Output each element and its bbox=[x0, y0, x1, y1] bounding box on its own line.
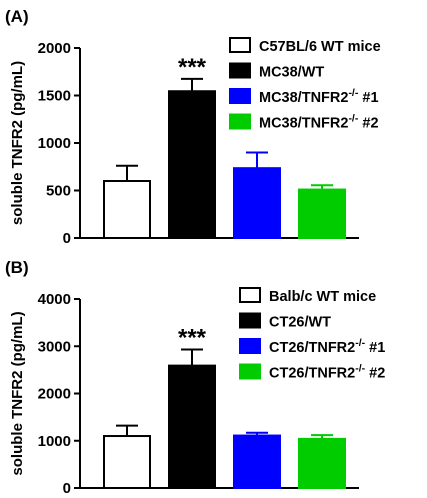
y-tick-label: 1000 bbox=[38, 135, 71, 152]
legend-label: CT26/TNFR2-/- #1 bbox=[269, 337, 385, 356]
bar bbox=[103, 180, 151, 239]
legend-swatch bbox=[229, 62, 251, 79]
significance-label: *** bbox=[178, 54, 207, 81]
legend-label: MC38/TNFR2-/- #2 bbox=[259, 113, 379, 132]
y-axis-title: soluble TNFR2 (pg/mL) bbox=[9, 311, 26, 475]
y-tick-label: 0 bbox=[63, 480, 71, 497]
legend-label: MC38/WT bbox=[259, 65, 324, 81]
legend-swatch bbox=[239, 338, 261, 354]
legend-swatch bbox=[239, 287, 261, 303]
bar bbox=[103, 435, 151, 489]
bar bbox=[298, 437, 346, 489]
y-tick-label: 0 bbox=[63, 230, 71, 247]
legend-swatch bbox=[229, 113, 251, 130]
chart-panel-a: (A) soluble TNFR2 (pg/mL) 0 500 1000 1500 2000… bbox=[5, 7, 381, 247]
y-tick-label: 500 bbox=[46, 183, 71, 200]
legend-label: CT26/WT bbox=[269, 315, 331, 331]
y-tick-label: 2000 bbox=[38, 386, 71, 403]
y-tick-label: 1000 bbox=[38, 433, 71, 450]
legend-swatch bbox=[229, 37, 251, 53]
legend-label: C57BL/6 WT mice bbox=[259, 39, 381, 55]
bar bbox=[298, 188, 346, 240]
bar bbox=[233, 434, 281, 489]
panel-letter: (A) bbox=[5, 7, 29, 26]
y-tick-label: 3000 bbox=[38, 338, 71, 355]
panel-letter: (B) bbox=[5, 258, 29, 277]
y-tick-label: 1500 bbox=[38, 88, 71, 105]
y-tick-label: 4000 bbox=[38, 291, 71, 308]
bar bbox=[233, 167, 281, 239]
y-axis-title: soluble TNFR2 (pg/mL) bbox=[9, 61, 26, 225]
legend-swatch bbox=[239, 312, 261, 329]
legend-label: CT26/TNFR2-/- #2 bbox=[269, 363, 385, 382]
legend-swatch bbox=[229, 88, 251, 104]
significance-label: *** bbox=[178, 325, 207, 352]
legend-label: Balb/c WT mice bbox=[269, 289, 376, 305]
legend-swatch bbox=[239, 363, 261, 380]
bar bbox=[168, 364, 216, 489]
bar bbox=[168, 90, 216, 239]
chart-panel-b: (B) soluble TNFR2 (pg/mL) 0 1000 2000 3000 400… bbox=[5, 258, 385, 497]
legend-label: MC38/TNFR2-/- #1 bbox=[259, 87, 379, 106]
y-tick-label: 2000 bbox=[38, 40, 71, 57]
